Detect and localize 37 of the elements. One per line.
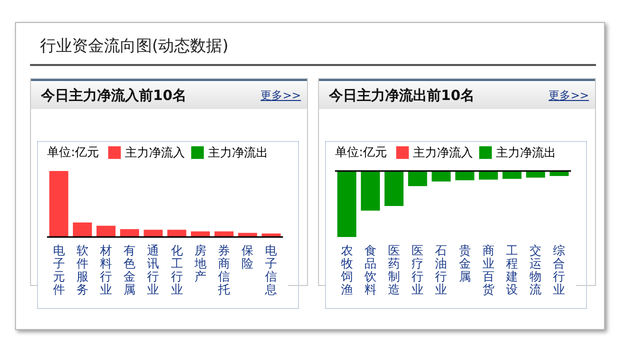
x-tick-label: 商业百货 (482, 244, 494, 296)
bar (120, 229, 140, 237)
chart-title: 今日主力净流入前10名 (41, 87, 186, 105)
bar (96, 226, 116, 237)
x-tick-label: 化工行业 (170, 244, 183, 296)
bar (144, 230, 163, 237)
x-tick-label: 电子信息 (264, 244, 278, 296)
x-tick-label: 交运物流 (530, 244, 542, 296)
bar (72, 222, 92, 237)
bar (49, 171, 68, 237)
x-tick-label: 石油行业 (435, 244, 448, 296)
legend-label: 主力净流入 (125, 146, 185, 160)
x-tick-label: 保险 (242, 244, 254, 270)
legend-label: 主力净流出 (208, 146, 268, 160)
x-tick-label: 通讯行业 (147, 244, 160, 296)
x-tick-label: 房地产 (193, 244, 206, 284)
text: 更多>> (260, 88, 301, 103)
legend-label: 主力净流出 (496, 146, 556, 160)
chart-title: 今日主力净流出前10名 (329, 87, 474, 105)
legend-title: 单位:亿元 (47, 145, 100, 159)
x-tick-label: 贵金属 (458, 244, 471, 284)
bar (167, 230, 186, 237)
x-tick-label: 券商信托 (217, 244, 230, 296)
x-tick-label: 医疗行业 (412, 244, 424, 296)
x-tick-label: 材料行业 (99, 244, 112, 296)
x-tick-label: 电子元件 (52, 244, 65, 296)
x-tick-label: 食品饮料 (363, 244, 376, 296)
text: 行业资金流向图(动态数据) (40, 36, 228, 57)
text: 更多>> (548, 88, 589, 103)
x-tick-label: 有色金属 (124, 244, 136, 296)
x-tick-label: 农牧饲渔 (340, 244, 353, 296)
x-tick-label: 软件服务 (76, 244, 88, 296)
x-tick-label: 综合行业 (553, 244, 566, 296)
legend-title: 单位:亿元 (335, 145, 388, 159)
x-tick-label: 工程建设 (505, 244, 518, 296)
x-tick-label: 医药制造 (388, 244, 400, 296)
legend-label: 主力净流入 (413, 146, 473, 160)
